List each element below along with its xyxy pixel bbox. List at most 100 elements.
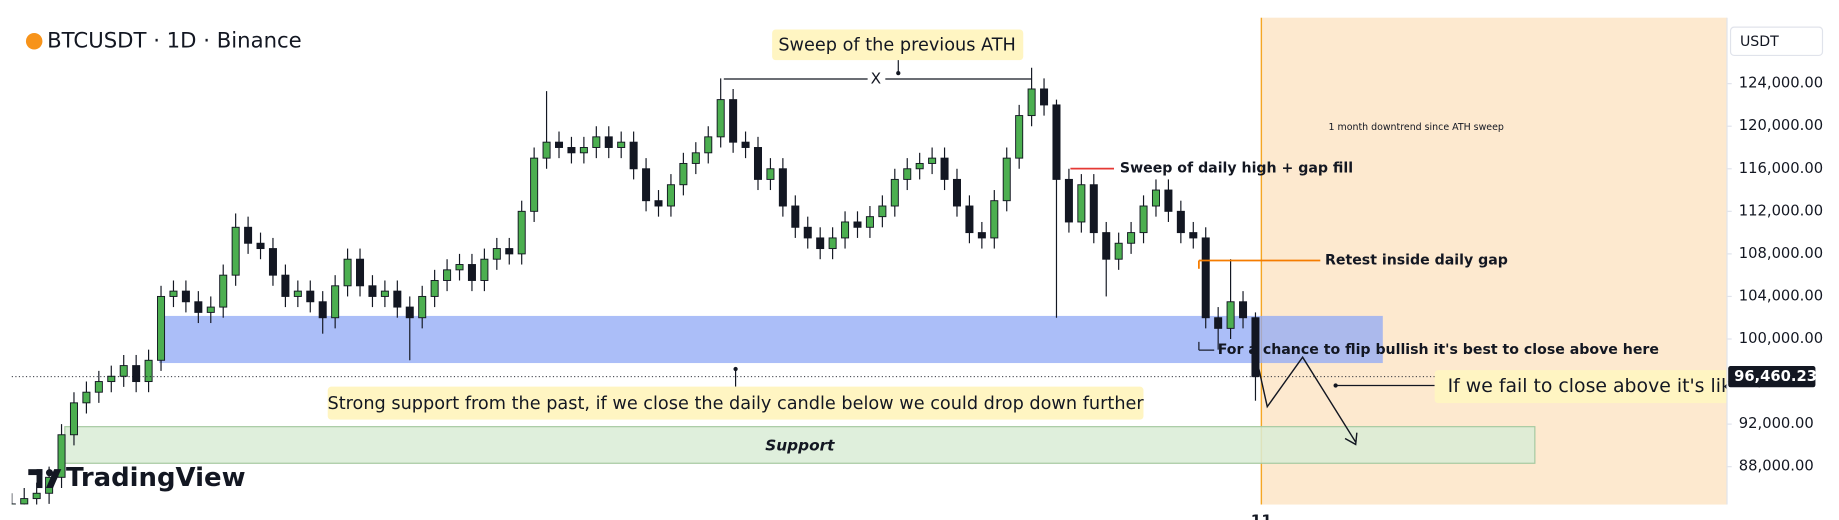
y-tick-label: 104,000.00 xyxy=(1739,287,1823,304)
candle xyxy=(505,237,514,265)
candle-body xyxy=(94,381,103,393)
candle xyxy=(952,168,961,217)
candle xyxy=(268,237,277,286)
zones: Support xyxy=(64,315,1536,464)
candle xyxy=(443,259,452,292)
clipped-callout: If we fail to close above it's likely xyxy=(1434,370,1728,404)
candle xyxy=(1239,291,1248,329)
candle-body xyxy=(281,274,290,297)
candle-body xyxy=(343,258,352,287)
candle-body xyxy=(654,200,663,207)
candle xyxy=(356,248,365,297)
candle-body xyxy=(393,290,402,308)
candle-body xyxy=(82,391,91,404)
candle-body xyxy=(1114,242,1123,260)
candle xyxy=(480,248,489,292)
candle xyxy=(1176,200,1185,244)
candle-body xyxy=(268,248,277,276)
candle-body xyxy=(256,242,265,250)
candle xyxy=(94,370,103,403)
candle xyxy=(803,216,812,249)
candle xyxy=(928,147,937,175)
candle-body xyxy=(753,147,763,180)
connector-dot xyxy=(896,70,901,76)
candle-body xyxy=(443,269,452,281)
annotation-text: 1 month downtrend since ATH sweep xyxy=(1329,122,1504,133)
candle xyxy=(1077,174,1086,233)
candle-body xyxy=(144,359,153,383)
candle xyxy=(119,354,128,387)
candle xyxy=(157,285,166,371)
candle xyxy=(903,158,912,191)
candle-body xyxy=(567,147,576,154)
candle-body xyxy=(517,210,526,255)
candle xyxy=(1201,227,1210,329)
candle-body xyxy=(157,295,166,361)
coin-icon xyxy=(25,33,43,50)
candle-body xyxy=(915,162,924,170)
candle xyxy=(1226,259,1235,340)
candle xyxy=(1064,168,1073,233)
candle xyxy=(169,280,178,308)
candle xyxy=(1015,104,1024,169)
candle-body xyxy=(878,205,887,218)
last-price-label: 96,460.23 xyxy=(1734,368,1817,385)
candle xyxy=(430,269,439,308)
candle xyxy=(331,275,340,329)
candle-body xyxy=(206,306,215,313)
candle xyxy=(1102,221,1111,297)
candle xyxy=(530,147,539,222)
candle-body xyxy=(405,306,414,319)
currency-label[interactable]: USDT xyxy=(1740,34,1779,50)
candle-body xyxy=(542,141,551,159)
candle-body xyxy=(318,301,327,319)
candle-body xyxy=(691,152,700,164)
candle-body xyxy=(555,141,564,148)
candle xyxy=(1151,179,1160,217)
candle xyxy=(915,152,924,180)
candle-body xyxy=(865,216,874,228)
candle xyxy=(343,248,352,297)
candle-body xyxy=(1077,184,1086,223)
candle-body xyxy=(231,226,240,276)
candle-body xyxy=(492,248,501,260)
candle xyxy=(256,232,265,260)
candle-body xyxy=(455,264,464,271)
candle-body xyxy=(1176,210,1185,234)
candle-body xyxy=(940,157,949,180)
candle xyxy=(1027,67,1036,127)
candle-body xyxy=(1164,189,1173,212)
candle-body xyxy=(1015,115,1024,159)
connector-dot xyxy=(1333,383,1338,388)
candle-body xyxy=(741,141,750,148)
callout-text: Sweep of the previous ATH xyxy=(778,35,1016,55)
candle-body xyxy=(1201,237,1210,319)
candle xyxy=(965,195,974,244)
candle xyxy=(666,174,675,217)
candle xyxy=(318,291,327,334)
candle xyxy=(467,253,476,292)
candle-body xyxy=(704,136,713,154)
currency-button[interactable] xyxy=(1729,26,1824,57)
candle xyxy=(604,126,613,159)
candle-body xyxy=(579,147,588,154)
candle-body xyxy=(903,168,912,180)
candle-body xyxy=(1189,232,1198,239)
y-tick-label: 100,000.00 xyxy=(1739,330,1823,347)
y-tick-label: 124,000.00 xyxy=(1739,75,1823,92)
candle-body xyxy=(629,141,638,170)
candle-body xyxy=(816,237,825,250)
candle xyxy=(729,88,738,153)
candle xyxy=(144,349,153,393)
brand-name: TradingView xyxy=(66,463,246,493)
candle-body xyxy=(642,168,651,202)
zone xyxy=(64,426,1536,464)
candle xyxy=(69,392,78,446)
candle-body xyxy=(1127,232,1136,244)
candle-body xyxy=(1226,301,1235,329)
candle xyxy=(1139,195,1148,244)
axis-ticks: 88,000.0092,000.0096,000.00100,000.00104… xyxy=(1727,75,1823,475)
candle-body xyxy=(368,285,377,297)
candle-body xyxy=(530,157,539,212)
